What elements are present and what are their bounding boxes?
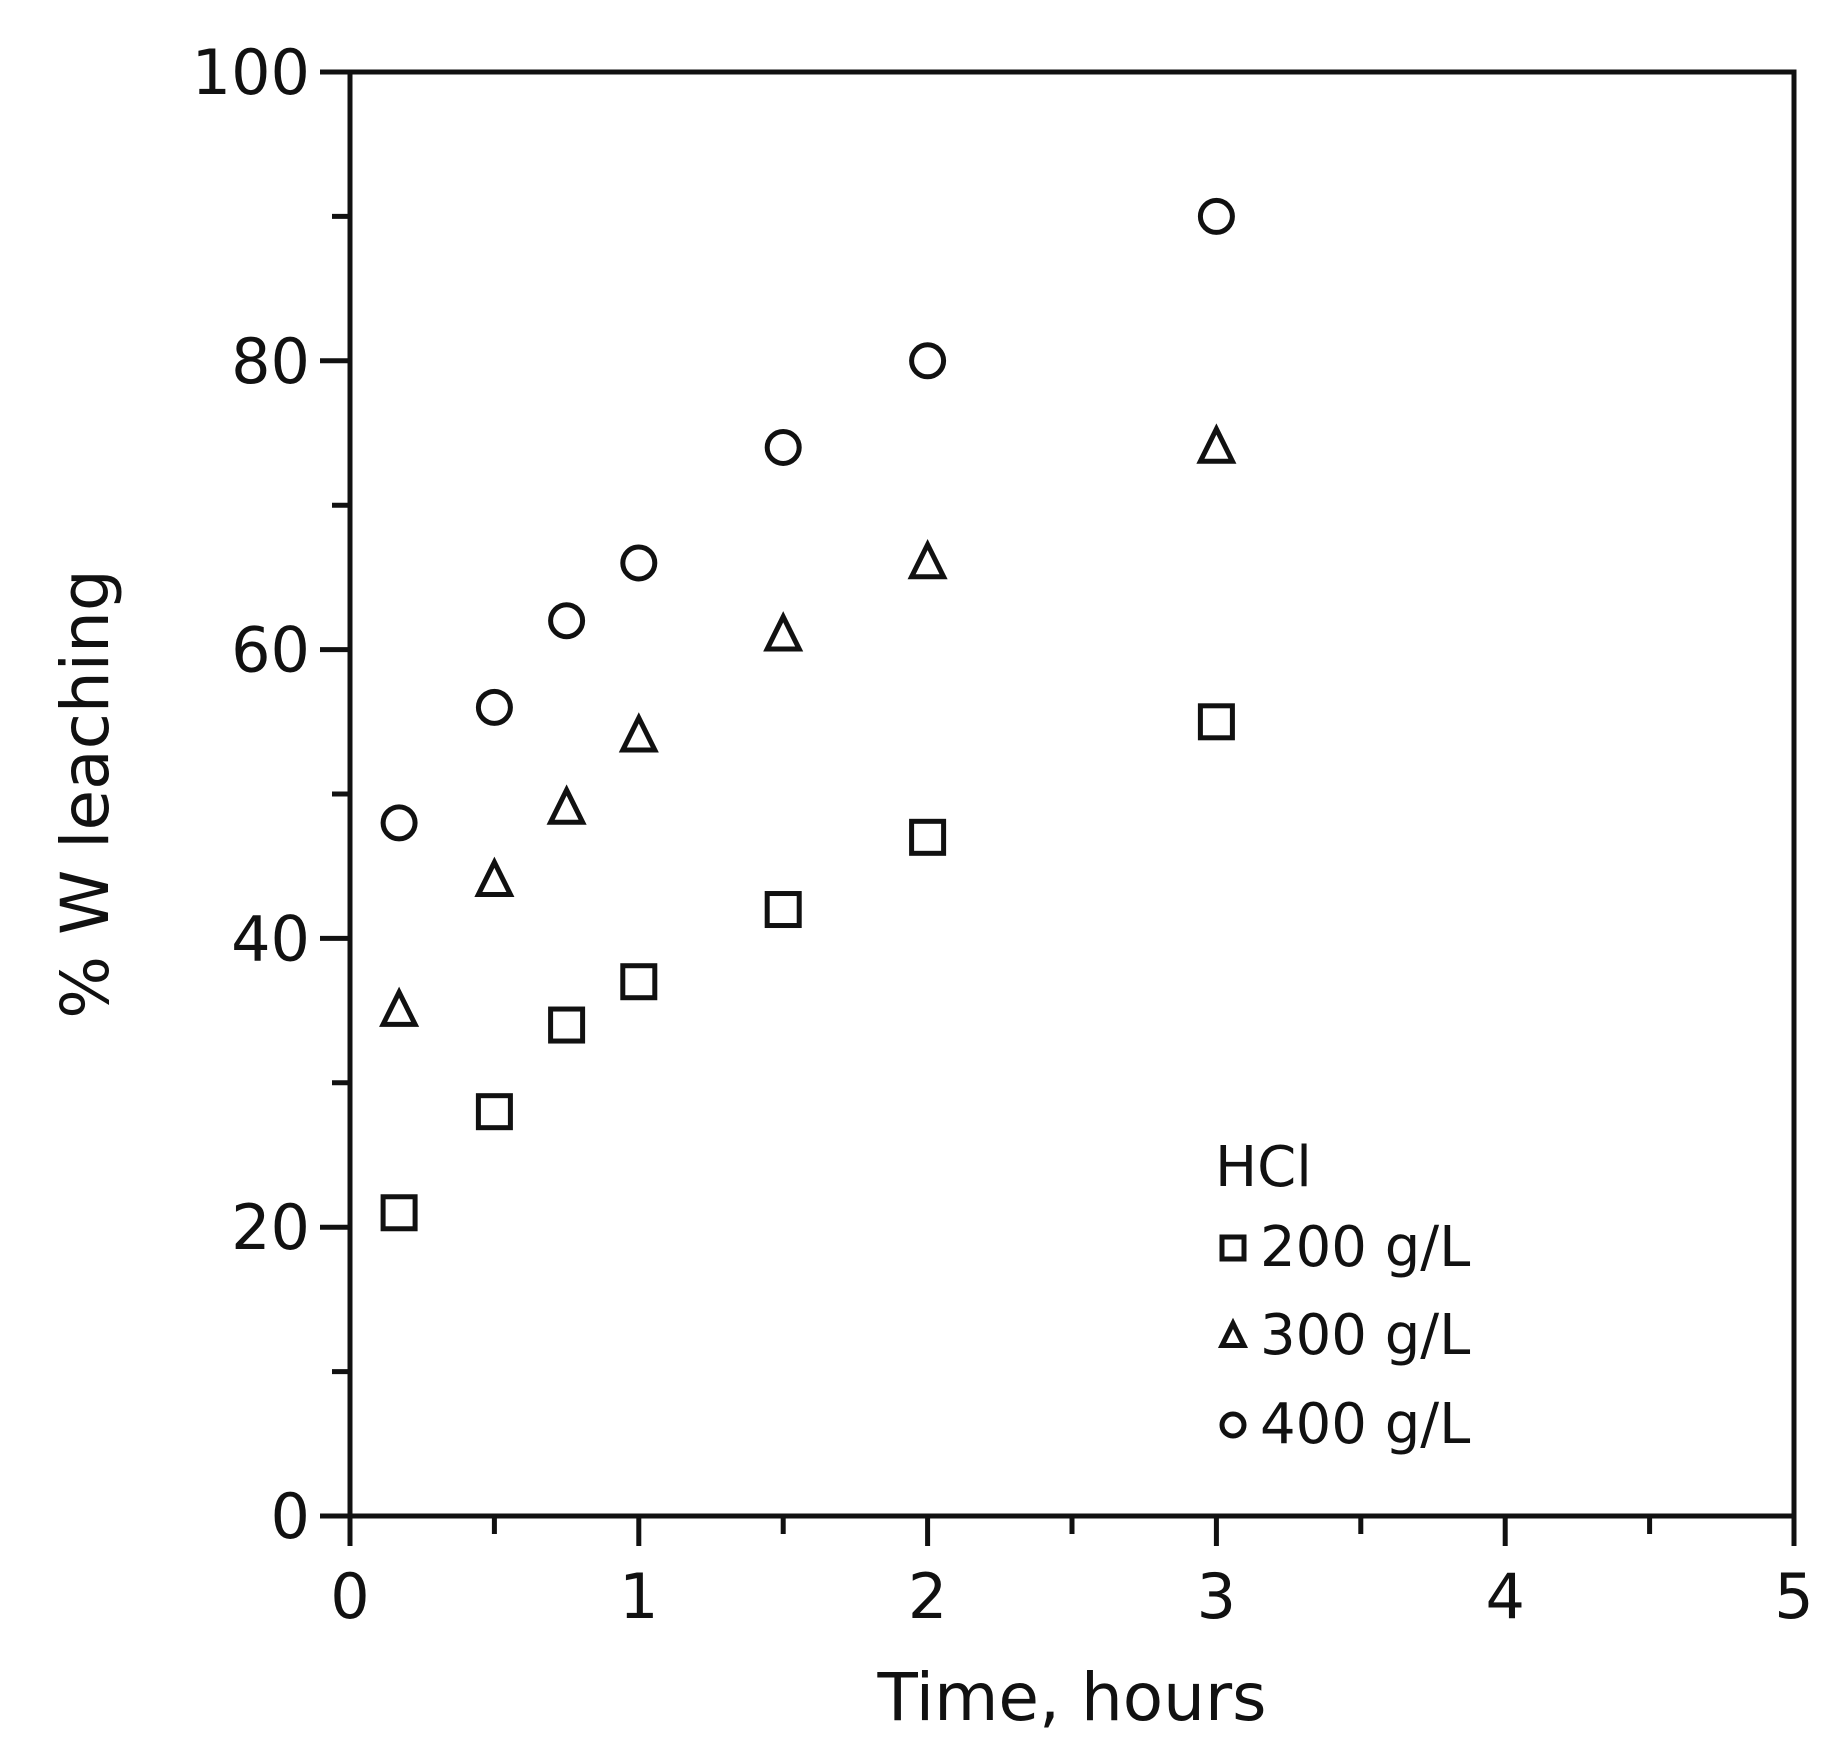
x-tick-label: 4 [1485, 1560, 1524, 1633]
data-point-square [620, 963, 658, 1001]
legend-title: HCl [1215, 1135, 1312, 1200]
data-point-triangle [618, 712, 659, 753]
data-point-circle [380, 804, 418, 842]
legend-marker-square [1219, 1234, 1247, 1262]
y-axis-label: % W leaching [47, 569, 124, 1019]
y-tick-label: 0 [271, 1480, 310, 1553]
data-point-square [909, 818, 947, 856]
y-tick-label: 60 [231, 614, 310, 687]
data-point-circle [475, 688, 513, 726]
tick-labels: 0 1 2 3 4 5 0 20 40 60 80 100 [192, 36, 1814, 1633]
x-tick-label: 0 [330, 1560, 369, 1633]
y-tick-label: 100 [192, 36, 310, 109]
data-point-triangle [379, 986, 420, 1027]
legend-marker-circle [1219, 1411, 1247, 1439]
legend: HCl 200 g/L 300 g/L 400 g/L [1215, 1135, 1470, 1457]
data-point-triangle [546, 784, 587, 825]
x-tick-label: 5 [1774, 1560, 1813, 1633]
data-point-square [475, 1093, 513, 1131]
data-point-circle [620, 544, 658, 582]
legend-entry-label: 400 g/L [1260, 1392, 1470, 1457]
data-point-triangle [763, 611, 804, 652]
legend-marker-triangle [1217, 1317, 1249, 1348]
legend-entry-label: 300 g/L [1260, 1303, 1470, 1368]
x-axis-label: Time, hours [876, 1659, 1266, 1736]
data-point-square [764, 891, 802, 929]
axis-ticks [320, 69, 1797, 1546]
data-point-triangle [1196, 423, 1237, 464]
y-tick-label: 40 [231, 902, 310, 975]
data-point-square [1197, 703, 1235, 741]
x-tick-label: 2 [908, 1560, 947, 1633]
x-tick-label: 1 [619, 1560, 658, 1633]
y-tick-label: 80 [231, 325, 310, 398]
data-point-circle [764, 428, 802, 466]
data-points [379, 197, 1237, 1232]
y-tick-label: 20 [231, 1191, 310, 1264]
legend-entry-label: 200 g/L [1260, 1215, 1470, 1280]
data-point-square [548, 1006, 586, 1044]
data-point-circle [548, 602, 586, 640]
data-point-triangle [907, 538, 948, 580]
data-point-triangle [474, 856, 515, 897]
x-tick-label: 3 [1197, 1560, 1236, 1633]
data-point-circle [1197, 197, 1235, 235]
data-point-square [380, 1194, 418, 1232]
data-point-circle [909, 342, 947, 380]
